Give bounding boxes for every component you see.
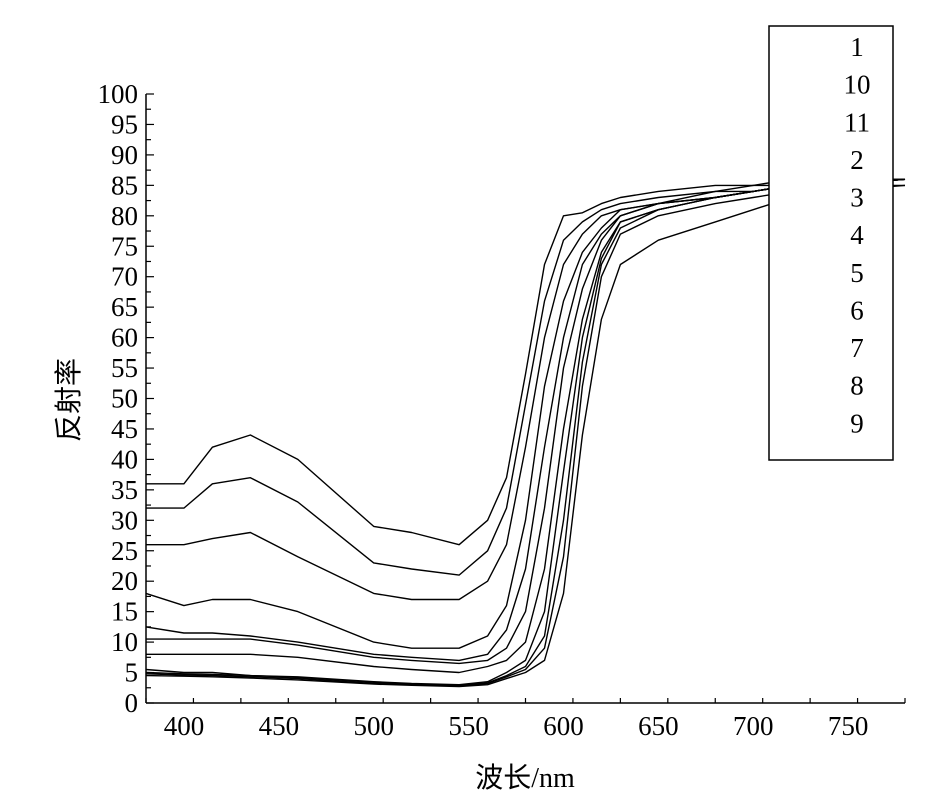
y-tick-label-20: 20 (111, 566, 138, 596)
y-tick-label-45: 45 (111, 414, 138, 444)
x-tick-label-700: 700 (733, 711, 774, 741)
x-tick-label-400: 400 (164, 711, 205, 741)
y-axis-label: 反射率 (53, 358, 85, 442)
legend-entry-10: 10 (844, 70, 871, 100)
y-tick-label-80: 80 (111, 201, 138, 231)
tick-marks (145, 93, 906, 704)
legend-entry-8: 8 (850, 371, 864, 401)
x-tick-label-650: 650 (638, 711, 679, 741)
y-tick-label-10: 10 (111, 627, 138, 657)
x-tick-label-450: 450 (259, 711, 300, 741)
series-line-11 (146, 178, 906, 601)
y-tick-label-70: 70 (111, 262, 138, 292)
y-tick-label-60: 60 (111, 323, 138, 353)
x-tick-label-550: 550 (448, 711, 489, 741)
x-tick-label-500: 500 (353, 711, 394, 741)
x-tick-label-600: 600 (543, 711, 584, 741)
y-tick-label-85: 85 (111, 170, 138, 200)
legend-entry-7: 7 (850, 333, 864, 363)
series-line-1 (146, 178, 905, 546)
legend-entry-4: 4 (850, 220, 864, 250)
y-tick-label-15: 15 (111, 597, 138, 627)
legend: 1 10 11 2 3 4 5 6 7 8 9 (768, 25, 894, 461)
x-axis-label: 波长/nm (475, 762, 575, 794)
legend-entry-9: 9 (850, 408, 864, 438)
tick-labels: 400 450 500 550 600 650 700 7500510152025303540… (98, 79, 869, 741)
legend-box (768, 25, 894, 461)
series-line-9 (145, 184, 906, 688)
y-tick-label-30: 30 (111, 505, 138, 535)
y-tick-label-75: 75 (111, 231, 138, 261)
legend-entry-11: 11 (844, 107, 870, 137)
series-line-8 (145, 184, 905, 687)
legend-entry-2: 2 (850, 145, 864, 175)
plot-lines (145, 178, 906, 688)
x-tick-label-750: 750 (828, 711, 869, 741)
legend-entry-6: 6 (850, 295, 864, 325)
y-tick-label-5: 5 (125, 658, 139, 688)
y-tick-label-50: 50 (111, 384, 138, 414)
y-tick-label-40: 40 (111, 444, 138, 474)
legend-entry-1: 1 (850, 32, 864, 62)
y-tick-label-100: 100 (98, 79, 139, 109)
legend-entry-5: 5 (850, 258, 864, 288)
series-line-7 (145, 178, 906, 686)
y-tick-label-35: 35 (111, 475, 138, 505)
y-tick-label-0: 0 (125, 688, 139, 718)
y-tick-label-55: 55 (111, 353, 138, 383)
y-tick-label-90: 90 (111, 140, 138, 170)
legend-entry-3: 3 (850, 183, 864, 213)
y-tick-label-25: 25 (111, 536, 138, 566)
y-tick-label-65: 65 (111, 292, 138, 322)
y-tick-label-95: 95 (111, 109, 138, 139)
series-line-10 (146, 178, 905, 576)
